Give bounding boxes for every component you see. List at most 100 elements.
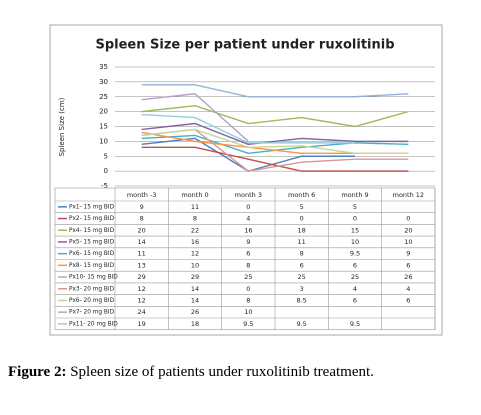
table-value: 12: [138, 296, 146, 304]
legend-label: Px2- 15 mg BID: [69, 216, 115, 222]
table-value: 26: [191, 308, 199, 316]
table-value: 9.5: [350, 320, 360, 328]
series-line: [141, 146, 409, 172]
caption: Figure 2: Spleen size of patients under …: [8, 364, 374, 381]
table-value: 6: [353, 261, 357, 269]
table-value: 9.5: [350, 250, 360, 258]
table-value: 4: [353, 285, 357, 293]
table-value: 10: [244, 308, 252, 316]
legend-label: Px7- 20 mg BID: [69, 310, 115, 316]
y-tick-label: 10: [99, 137, 108, 145]
table-value: 25: [351, 273, 359, 281]
table-value: 10: [404, 238, 412, 246]
table-value: 20: [138, 226, 146, 234]
table-value: 8.5: [296, 296, 306, 304]
y-tick-label: 35: [99, 63, 108, 71]
legend-label: Px6- 20 mg BID: [69, 298, 115, 304]
table-value: 8: [300, 250, 304, 258]
table-value: 5: [300, 203, 304, 211]
series-line: [141, 84, 409, 98]
table-value: 22: [191, 226, 199, 234]
series-line: [141, 113, 355, 144]
table-value: 0: [353, 215, 357, 223]
legend-label: Px10- 15 mg BID: [69, 275, 118, 281]
table-value: 14: [191, 296, 199, 304]
table-value: 29: [191, 273, 199, 281]
table-value: 8: [246, 296, 250, 304]
legend-label: Px5- 15 mg BID: [69, 239, 115, 245]
table-value: 18: [298, 226, 306, 234]
table-value: 14: [191, 285, 199, 293]
table-value: 25: [244, 273, 252, 281]
table-value: 6: [406, 296, 410, 304]
legend-label: Px6- 15 mg BID: [69, 251, 115, 257]
table-value: 18: [191, 320, 199, 328]
series-line: [141, 122, 409, 146]
table-value: 29: [138, 273, 146, 281]
table-value: 10: [191, 261, 199, 269]
table-value: 6: [300, 261, 304, 269]
series-line: [141, 128, 409, 154]
table-value: 6: [246, 250, 250, 258]
table-value: 9: [246, 238, 250, 246]
table-value: 5: [353, 203, 357, 211]
table-value: 0: [406, 215, 410, 223]
y-tick-label: 30: [99, 78, 108, 86]
table-value: 11: [298, 238, 306, 246]
caption-text: Spleen size of patients under ruxolitini…: [70, 364, 374, 380]
table-value: 8: [140, 215, 144, 223]
table-value: 16: [244, 226, 252, 234]
y-tick-label: -5: [101, 182, 108, 190]
table-value: 4: [406, 285, 410, 293]
legend-label: Px3- 20 mg BID: [69, 286, 115, 292]
table-value: 9.5: [243, 320, 253, 328]
y-tick-label: 5: [104, 152, 108, 160]
table-value: 14: [138, 238, 146, 246]
y-tick-label: 25: [99, 93, 108, 101]
series-line: [141, 104, 409, 128]
y-tick-label: 15: [99, 123, 108, 131]
x-tick-label: month 12: [393, 191, 424, 199]
table-value: 8: [193, 215, 197, 223]
chart-frame: [49, 24, 443, 336]
table-value: 9.5: [296, 320, 306, 328]
table-value: 8: [246, 261, 250, 269]
table-value: 10: [351, 238, 359, 246]
y-tick-label: 0: [104, 167, 108, 175]
chart-title: Spleen Size per patient under ruxolitini…: [95, 38, 394, 53]
table-value: 15: [351, 226, 359, 234]
table-value: 6: [406, 261, 410, 269]
table-value: 0: [246, 203, 250, 211]
table-value: 11: [138, 250, 146, 258]
caption-label: Figure 2:: [8, 364, 67, 380]
table-value: 3: [300, 285, 304, 293]
table-value: 4: [246, 215, 250, 223]
x-tick-label: month 3: [235, 191, 262, 199]
table-value: 6: [353, 296, 357, 304]
table-value: 0: [300, 215, 304, 223]
table-value: 12: [138, 285, 146, 293]
x-tick-label: month 6: [288, 191, 315, 199]
table-value: 24: [138, 308, 146, 316]
y-tick-label: 20: [99, 108, 108, 116]
x-tick-label: month 9: [341, 191, 368, 199]
y-axis-label: Spleen Size (cm): [58, 97, 66, 156]
table-value: 11: [191, 203, 199, 211]
table-value: 25: [298, 273, 306, 281]
legend-label: Px8- 15 mg BID: [69, 263, 115, 269]
x-tick-label: month 0: [181, 191, 208, 199]
table-value: 26: [404, 273, 412, 281]
table-value: 16: [191, 238, 199, 246]
table-value: 9: [406, 250, 410, 258]
legend-label: Px11- 20 mg BID: [69, 321, 118, 327]
table-value: 9: [140, 203, 144, 211]
series-line: [141, 93, 249, 142]
table-value: 20: [404, 226, 412, 234]
chart: Spleen Size per patient under ruxolitini…: [49, 24, 443, 336]
table-value: 13: [138, 261, 146, 269]
legend-label: Px4- 15 mg BID: [69, 228, 115, 234]
x-tick-label: month -3: [127, 191, 157, 199]
table-value: 19: [138, 320, 146, 328]
